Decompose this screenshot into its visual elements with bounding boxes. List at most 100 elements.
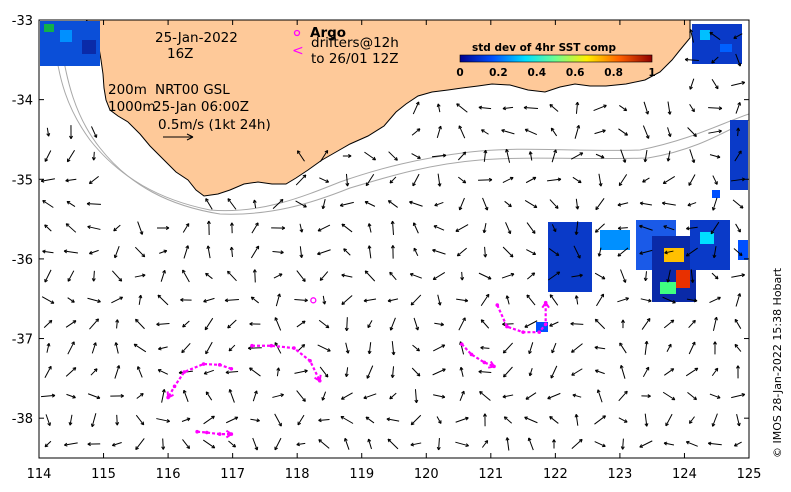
current-arrow <box>91 151 96 161</box>
current-arrow <box>367 223 372 233</box>
current-arrow <box>158 346 168 351</box>
current-arrow <box>526 249 537 256</box>
current-arrow <box>388 151 398 161</box>
drifter-position <box>521 330 525 334</box>
current-arrow <box>364 270 376 282</box>
current-arrow <box>666 150 671 162</box>
current-arrow <box>409 200 423 207</box>
drifter-track <box>495 300 550 334</box>
current-arrow <box>596 389 603 403</box>
current-arrow <box>551 149 558 163</box>
y-tick-label: -36 <box>12 253 33 268</box>
drifter-position <box>172 384 177 389</box>
colorbar-tick-label: 0.2 <box>489 67 508 79</box>
drifter-position <box>201 362 206 366</box>
current-arrow <box>389 271 397 281</box>
current-arrow <box>205 341 213 355</box>
current-arrow <box>412 173 420 187</box>
current-arrow <box>503 366 513 378</box>
current-arrow <box>478 105 492 110</box>
current-arrow <box>157 225 170 230</box>
current-arrow <box>111 296 124 304</box>
current-arrow <box>666 269 671 283</box>
current-arrow <box>295 200 307 208</box>
current-arrow <box>363 393 377 400</box>
current-arrow <box>480 345 490 350</box>
drifters-to-label: to 26/01 12Z <box>311 51 398 67</box>
current-arrow <box>711 272 719 280</box>
current-arrow <box>662 391 676 401</box>
current-arrow <box>319 366 329 378</box>
current-arrow <box>735 223 741 233</box>
current-arrow <box>460 271 465 281</box>
current-arrow <box>367 245 372 259</box>
current-arrow <box>458 176 467 184</box>
current-arrow <box>502 246 514 258</box>
drifter-head <box>225 429 232 439</box>
current-arrow <box>458 197 465 211</box>
current-arrow <box>480 319 490 329</box>
current-arrow <box>708 106 723 111</box>
current-arrow <box>183 245 190 259</box>
colorbar-tick-label: 1 <box>648 67 655 79</box>
current-arrow <box>478 369 492 374</box>
drifter-position <box>292 346 296 350</box>
current-arrow <box>528 368 533 377</box>
current-arrow <box>44 269 52 283</box>
current-arrow <box>736 127 741 137</box>
current-arrow <box>667 101 672 115</box>
x-tick-label: 124 <box>672 467 697 482</box>
current-arrow <box>203 297 215 303</box>
current-arrow <box>67 270 75 282</box>
current-arrow <box>483 246 488 258</box>
current-arrow <box>412 222 419 234</box>
drifter-track <box>250 343 322 383</box>
current-arrow <box>318 418 330 423</box>
current-arrow <box>317 224 331 232</box>
current-arrow <box>525 392 537 400</box>
current-arrow <box>437 294 442 306</box>
current-arrow <box>597 247 602 257</box>
current-arrow <box>391 341 396 356</box>
current-arrow <box>685 440 698 447</box>
current-arrow <box>501 128 515 135</box>
isobath-1000m-label: 1000m <box>108 99 156 115</box>
current-arrow <box>709 296 721 304</box>
drifter-head <box>314 374 322 382</box>
current-arrow <box>547 392 561 400</box>
current-arrow <box>735 53 742 67</box>
current-arrow <box>317 249 331 256</box>
current-arrow <box>711 78 719 90</box>
current-arrow <box>136 393 144 399</box>
current-arrow <box>88 176 99 185</box>
current-arrow <box>570 152 584 160</box>
current-arrow <box>548 271 561 281</box>
x-tick-label: 116 <box>156 467 181 482</box>
current-arrow <box>115 319 120 329</box>
current-arrow <box>735 293 742 307</box>
current-arrow <box>503 416 513 424</box>
current-arrow <box>344 367 349 377</box>
current-arrow <box>225 416 239 424</box>
drifter-position <box>469 352 474 357</box>
current-arrow <box>594 223 605 233</box>
current-arrow <box>227 319 237 329</box>
current-arrow <box>69 125 74 140</box>
current-arrow <box>252 199 257 209</box>
current-arrow <box>114 342 119 354</box>
current-arrow <box>733 33 743 39</box>
current-arrow <box>228 440 237 448</box>
current-arrow <box>663 441 675 446</box>
current-arrow <box>689 149 696 164</box>
current-arrow <box>41 393 56 398</box>
current-arrow <box>574 124 581 139</box>
current-arrow <box>161 389 166 403</box>
current-arrow <box>411 367 421 377</box>
current-arrow <box>387 438 399 450</box>
current-arrow <box>574 414 579 426</box>
current-arrow <box>87 442 101 447</box>
current-arrow <box>46 342 51 353</box>
current-arrow <box>549 321 559 327</box>
current-arrow <box>639 249 653 255</box>
current-arrow <box>662 176 676 185</box>
